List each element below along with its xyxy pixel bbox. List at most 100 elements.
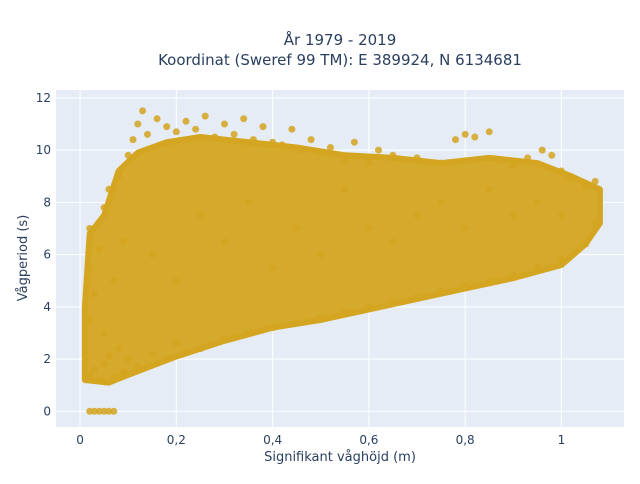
data-point	[437, 198, 445, 206]
y-tick-label: 4	[43, 300, 51, 314]
data-point	[148, 350, 156, 358]
data-point	[95, 376, 103, 384]
data-point	[148, 251, 156, 259]
data-point	[471, 133, 479, 141]
data-point	[192, 125, 200, 133]
data-point	[437, 287, 445, 295]
data-point	[95, 407, 103, 415]
data-point	[172, 277, 180, 285]
data-point	[326, 144, 334, 151]
data-point	[389, 151, 397, 159]
data-point	[509, 272, 517, 279]
data-point	[134, 363, 142, 371]
data-point	[413, 211, 421, 219]
data-point	[461, 130, 469, 138]
y-tick-label: 2	[43, 352, 51, 366]
x-tick-label: 0,2	[167, 433, 186, 447]
data-point	[105, 353, 113, 360]
data-point	[196, 345, 204, 353]
data-point	[557, 256, 565, 264]
data-point	[139, 107, 147, 115]
data-point	[119, 368, 127, 376]
data-point	[582, 183, 589, 191]
data-point	[153, 115, 161, 123]
data-point	[86, 407, 94, 415]
data-point	[365, 303, 373, 311]
data-point	[485, 185, 493, 193]
chart-subtitle: Koordinat (Sweref 99 TM): E 389924, N 61…	[158, 51, 522, 69]
x-tick-label: 0	[76, 433, 84, 447]
data-point	[124, 355, 132, 363]
data-point	[533, 198, 541, 206]
data-point	[221, 120, 228, 128]
data-point	[163, 123, 171, 131]
data-point	[119, 238, 127, 245]
data-point	[509, 211, 517, 219]
data-point	[317, 251, 325, 259]
x-tick-label: 0,8	[456, 433, 475, 447]
data-point	[105, 185, 113, 193]
data-point	[134, 120, 142, 128]
data-point	[86, 371, 94, 379]
data-point	[269, 138, 277, 146]
data-point	[196, 211, 204, 219]
data-point	[452, 136, 459, 144]
data-point	[249, 136, 257, 144]
x-tick-label: 0,4	[263, 433, 282, 447]
data-point	[269, 264, 277, 272]
data-point	[533, 264, 541, 272]
data-point	[413, 154, 421, 162]
data-point	[110, 373, 118, 381]
data-point	[124, 151, 132, 159]
data-point	[365, 159, 373, 167]
data-point	[100, 407, 108, 415]
data-point	[91, 407, 98, 415]
data-point	[365, 225, 373, 232]
data-point	[172, 339, 180, 347]
data-point	[163, 355, 171, 363]
x-tick-label: 0,6	[359, 433, 378, 447]
data-point	[591, 177, 599, 185]
data-point	[567, 175, 575, 183]
data-point	[129, 136, 137, 144]
data-point	[240, 115, 248, 123]
data-point	[201, 112, 209, 120]
data-point	[389, 298, 397, 306]
data-point	[557, 167, 565, 175]
data-point	[582, 240, 589, 248]
data-point	[298, 146, 305, 154]
data-point	[557, 211, 565, 219]
data-point	[86, 264, 94, 272]
data-point	[538, 146, 546, 154]
data-point	[307, 136, 315, 144]
data-point	[100, 329, 108, 337]
data-point	[269, 324, 277, 332]
data-point	[413, 292, 421, 300]
x-axis-title: Signifikant våghöjd (m)	[264, 450, 416, 465]
data-point	[245, 329, 252, 337]
data-point	[115, 172, 123, 180]
data-point	[288, 125, 296, 133]
y-tick-label: 6	[43, 248, 51, 262]
data-point	[509, 162, 517, 170]
data-point	[221, 238, 228, 245]
y-tick-label: 10	[36, 143, 51, 157]
y-tick-label: 0	[43, 404, 51, 418]
data-point	[524, 154, 532, 162]
data-point	[91, 366, 98, 373]
data-point	[86, 225, 94, 232]
data-point	[172, 128, 180, 136]
data-point	[495, 157, 503, 164]
data-point	[100, 204, 108, 212]
data-point	[110, 407, 118, 415]
data-point	[485, 128, 493, 136]
data-point	[317, 149, 325, 157]
y-axis-title: Vågperiod (s)	[16, 215, 31, 302]
data-point	[278, 141, 286, 149]
data-point	[341, 157, 349, 164]
data-point	[86, 316, 94, 324]
data-point	[182, 117, 190, 125]
